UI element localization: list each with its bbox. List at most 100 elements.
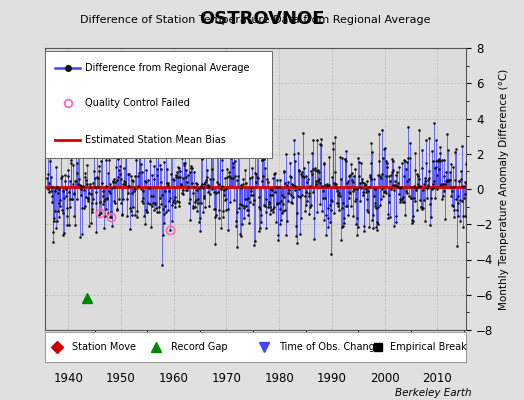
Point xyxy=(245,220,253,226)
Point xyxy=(393,182,401,189)
Point xyxy=(66,204,74,211)
Point xyxy=(344,177,352,184)
Point xyxy=(318,208,326,214)
Point xyxy=(310,235,319,242)
Point xyxy=(127,173,135,179)
Point xyxy=(307,202,315,208)
Point xyxy=(375,158,384,164)
Point xyxy=(63,204,72,211)
Point xyxy=(100,198,108,204)
Point xyxy=(160,210,169,217)
Point xyxy=(201,179,210,186)
Point xyxy=(157,166,165,172)
Point xyxy=(173,174,182,180)
Point xyxy=(462,161,470,167)
Point xyxy=(175,198,183,205)
Point xyxy=(59,232,68,238)
Point xyxy=(209,132,217,139)
Point xyxy=(197,151,205,158)
Point xyxy=(215,181,223,187)
Point xyxy=(289,137,298,143)
Point xyxy=(264,204,272,210)
Point xyxy=(112,147,120,154)
Point xyxy=(191,204,199,210)
Point xyxy=(298,168,306,175)
Point xyxy=(335,206,343,213)
Point xyxy=(91,175,99,181)
Point xyxy=(275,184,283,190)
Point xyxy=(243,195,252,201)
Point xyxy=(62,222,71,228)
Point xyxy=(140,213,148,219)
Point xyxy=(235,231,244,237)
Point xyxy=(220,192,228,199)
Point xyxy=(268,187,276,193)
Point xyxy=(151,201,159,207)
Point xyxy=(60,194,69,201)
Point xyxy=(266,211,274,218)
Point xyxy=(377,186,386,192)
Point xyxy=(363,178,371,184)
Point xyxy=(150,200,159,206)
Point xyxy=(154,172,162,178)
Point xyxy=(339,222,347,229)
Point xyxy=(401,158,409,164)
Point xyxy=(330,180,338,186)
Point xyxy=(333,188,341,194)
Point xyxy=(192,197,200,204)
Point xyxy=(269,174,278,181)
Point xyxy=(206,176,214,182)
Point xyxy=(322,181,331,187)
Point xyxy=(300,193,309,199)
Point xyxy=(89,180,97,186)
Point xyxy=(73,196,82,202)
Point xyxy=(287,174,295,180)
Point xyxy=(406,140,414,147)
Point xyxy=(434,158,442,164)
Point xyxy=(267,207,275,213)
Point xyxy=(194,185,203,191)
Point xyxy=(410,150,419,156)
Point xyxy=(316,180,324,186)
Point xyxy=(119,181,127,187)
Point xyxy=(386,178,394,184)
Point xyxy=(372,205,380,211)
Point xyxy=(234,173,243,179)
Point xyxy=(101,213,110,220)
Point xyxy=(390,223,398,229)
Point xyxy=(113,177,121,183)
Point xyxy=(142,167,150,174)
Point xyxy=(448,188,456,194)
Point xyxy=(143,209,151,215)
Point xyxy=(43,174,51,181)
Point xyxy=(430,178,439,184)
Point xyxy=(118,212,126,218)
Point xyxy=(371,203,379,210)
Point xyxy=(227,155,235,162)
Point xyxy=(124,190,132,196)
Point xyxy=(63,213,71,220)
Point xyxy=(87,220,95,226)
Point xyxy=(265,201,273,207)
Point xyxy=(246,174,254,181)
Point xyxy=(296,231,304,237)
Point xyxy=(192,208,201,214)
Point xyxy=(309,189,318,195)
Point xyxy=(464,170,472,177)
Point xyxy=(49,229,57,236)
Point xyxy=(162,166,171,172)
Point xyxy=(179,191,188,198)
Point xyxy=(258,177,267,184)
Point xyxy=(404,124,412,130)
Point xyxy=(117,176,125,183)
Point xyxy=(262,224,270,231)
Point xyxy=(69,162,78,168)
Point xyxy=(121,181,129,188)
Point xyxy=(129,188,138,194)
Point xyxy=(78,231,86,238)
Point xyxy=(232,218,240,224)
Point xyxy=(387,169,396,175)
Y-axis label: Monthly Temperature Anomaly Difference (°C): Monthly Temperature Anomaly Difference (… xyxy=(499,68,509,310)
Point xyxy=(125,183,134,189)
Point xyxy=(427,195,435,201)
